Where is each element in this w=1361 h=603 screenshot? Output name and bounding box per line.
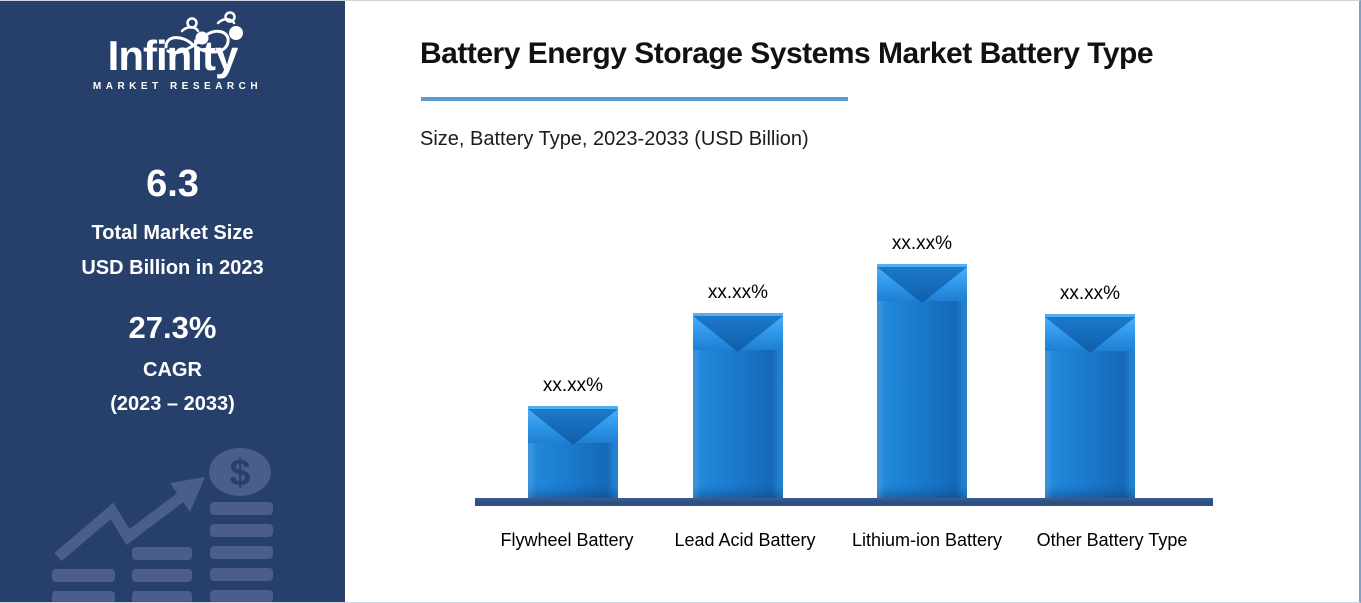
svg-text:$: $ [230,452,251,493]
growth-chart-graphic: $ [52,448,273,602]
bar-lead-acid-battery [693,313,783,498]
cagr-value: 27.3% [128,310,217,345]
trend-arrow-icon [54,489,189,562]
value-label-lithium-ion-battery: xx.xx% [891,233,953,254]
x-axis-line [475,498,1213,506]
dollar-coin-icon [209,448,271,496]
bar-chart: xx.xx% Flywheel Battery xx.xx% Lead Acid Ba… [345,1,1359,602]
brand-name: Infinity [107,32,239,79]
chart-subtitle: Size, Battery Type, 2023-2033 (USD Billi… [420,128,809,150]
main-panel: Battery Energy Storage Systems Market Ba… [345,1,1359,602]
infinity-loop-icon [164,11,243,54]
brand-tagline: MARKET RESEARCH [92,81,263,92]
cagr-period: (2023 – 2033) [110,393,235,415]
category-label-lead-acid-battery: Lead Acid Battery [674,530,816,550]
sidebar: Infinity MARKET RESEARCH 6.3 Total Marke… [0,1,345,602]
value-label-other-battery-type: xx.xx% [1059,283,1121,304]
cagr-label: CAGR [143,359,202,381]
infinity-logo: Infinity MARKET RESEARCH [0,11,345,92]
category-label-other-battery-type: Other Battery Type [1036,530,1188,550]
value-label-lead-acid-battery: xx.xx% [707,282,769,303]
page-title: Battery Energy Storage Systems Market Ba… [420,37,1154,70]
category-label-lithium-ion-battery: Lithium-ion Battery [851,530,1003,550]
bar-lithium-ion-battery [877,264,967,498]
bar-flywheel-battery [528,406,618,498]
category-label-flywheel-battery: Flywheel Battery [500,530,634,550]
total-market-size-label: Total Market Size [91,222,254,244]
bar-other-battery-type [1045,314,1135,498]
total-market-size-unit: USD Billion in 2023 [81,257,264,279]
total-market-size-value: 6.3 [146,163,199,205]
title-underline [421,97,848,101]
value-label-flywheel-battery: xx.xx% [542,375,604,396]
